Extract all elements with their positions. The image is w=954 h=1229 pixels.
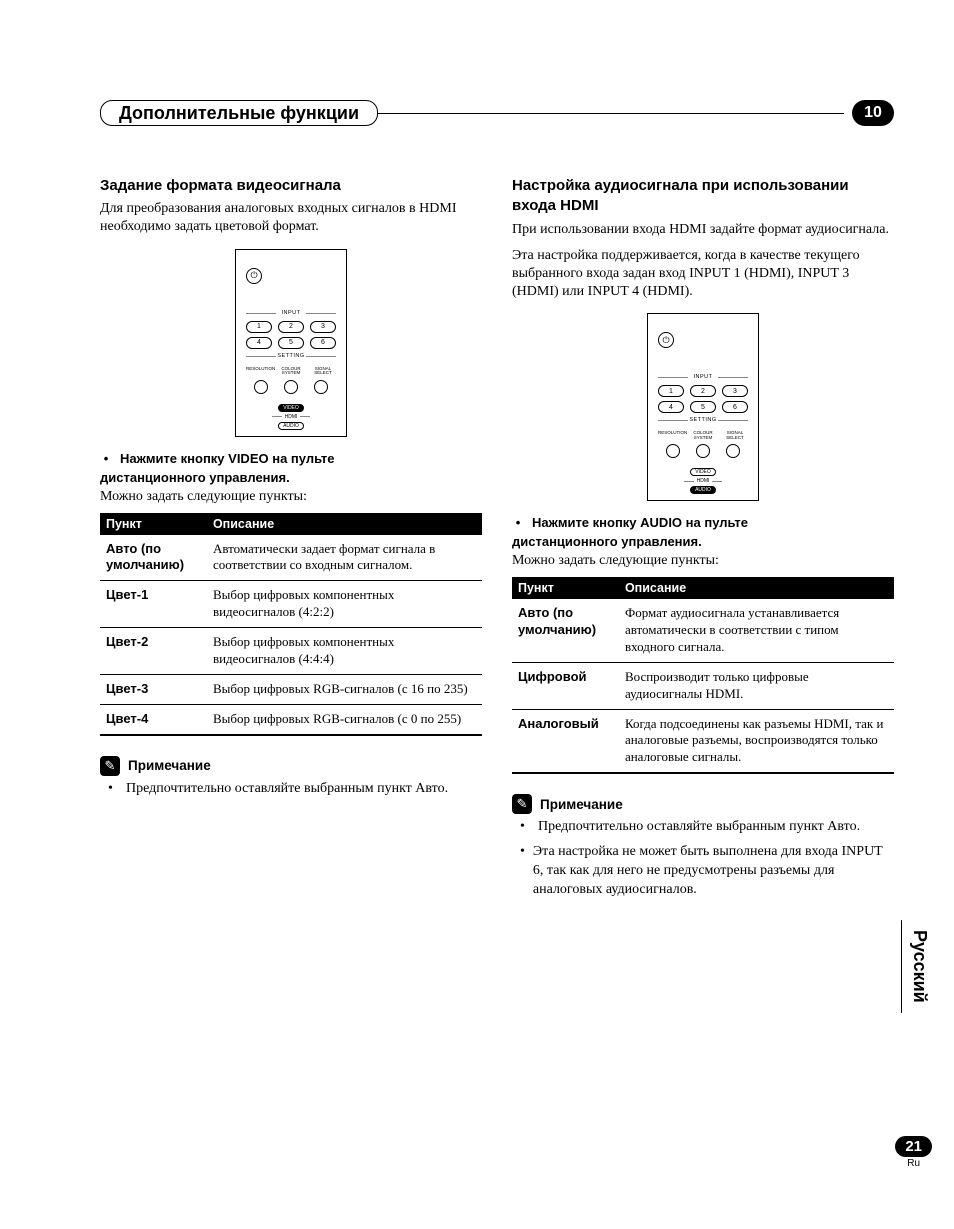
remote-input-2: 2 — [278, 321, 304, 333]
chapter-line — [372, 113, 844, 114]
left-th-1: Описание — [207, 513, 482, 535]
resolution-button — [254, 380, 268, 394]
right-table: Пункт Описание Авто (по умолчанию)Формат… — [512, 577, 894, 774]
chapter-title: Дополнительные функции — [100, 100, 378, 126]
left-th-0: Пункт — [100, 513, 207, 535]
remote-input-5: 5 — [278, 337, 304, 349]
signal-select-button — [314, 380, 328, 394]
page-lang-short: Ru — [895, 1158, 932, 1169]
remote-illustration-right: ⏻ INPUT 1 2 3 4 5 6 SETTING RESOLUTION — [512, 313, 894, 501]
chapter-number-badge: 10 — [852, 100, 894, 126]
table-row: АналоговыйКогда подсоединены как разъемы… — [512, 709, 894, 773]
signal-select-label: SIGNAL SELECT — [722, 431, 748, 440]
hdmi-audio-cap: AUDIO — [690, 486, 716, 494]
right-intro2: Эта настройка поддерживается, когда в ка… — [512, 247, 894, 302]
remote-input-4: 4 — [658, 401, 684, 413]
left-intro: Для преобразования аналоговых входных си… — [100, 200, 482, 236]
remote-input-6: 6 — [722, 401, 748, 413]
remote-input-3: 3 — [310, 321, 336, 333]
note-icon: ✎ — [512, 794, 532, 814]
left-note-title: Примечание — [128, 758, 211, 773]
right-step-line1: • Нажмите кнопку AUDIO на пульте — [512, 515, 894, 532]
setting-group-label: SETTING — [246, 353, 336, 361]
table-row: ЦифровойВоспроизводит только цифровые ау… — [512, 662, 894, 709]
power-icon: ⏻ — [246, 268, 262, 284]
table-row: Цвет-1Выбор цифровых компонентных видеос… — [100, 581, 482, 628]
hdmi-video-cap: VIDEO — [690, 468, 716, 476]
right-avail: Можно задать следующие пункты: — [512, 553, 894, 569]
right-heading: Настройка аудиосигнала при использовании… — [512, 176, 894, 217]
right-note-2: • Эта настройка не может быть выполнена … — [520, 843, 894, 900]
table-row: Авто (по умолчанию)Автоматически задает … — [100, 535, 482, 581]
resolution-button — [666, 444, 680, 458]
left-avail: Можно задать следующие пункты: — [100, 489, 482, 505]
bullet-dot: • — [520, 843, 525, 900]
colour-system-button — [696, 444, 710, 458]
bullet-dot: • — [512, 515, 524, 532]
power-icon: ⏻ — [658, 332, 674, 348]
setting-group-label: SETTING — [658, 417, 748, 425]
right-column: Настройка аудиосигнала при использовании… — [512, 176, 894, 906]
hdmi-audio-cap: AUDIO — [278, 422, 304, 430]
signal-select-button — [726, 444, 740, 458]
page-footer: 21 Ru — [895, 1136, 932, 1169]
input-group-label: INPUT — [246, 310, 336, 318]
table-row: Цвет-3Выбор цифровых RGB-сигналов (с 16 … — [100, 674, 482, 704]
colour-system-button — [284, 380, 298, 394]
left-step-text1: Нажмите кнопку VIDEO на пульте — [120, 451, 335, 468]
input-group-label: INPUT — [658, 374, 748, 382]
hdmi-mid-label: HDMI — [272, 414, 311, 420]
right-step-text1: Нажмите кнопку AUDIO на пульте — [532, 515, 748, 532]
hdmi-video-cap: VIDEO — [278, 404, 304, 412]
resolution-label: RESOLUTION — [658, 431, 684, 440]
right-note-1: • Предпочтительно оставляйте выбранным п… — [520, 818, 894, 837]
colour-system-label: COLOUR SYSTEM — [690, 431, 716, 440]
left-note-1: • Предпочтительно оставляйте выбранным п… — [108, 780, 482, 799]
bullet-dot: • — [100, 451, 112, 468]
resolution-label: RESOLUTION — [246, 367, 272, 376]
signal-select-label: SIGNAL SELECT — [310, 367, 336, 376]
right-intro1: При использовании входа HDMI задайте фор… — [512, 221, 894, 239]
chapter-bar: Дополнительные функции 10 — [100, 100, 894, 126]
bullet-dot: • — [108, 780, 118, 799]
right-step-line2: дистанционного управления. — [512, 534, 894, 549]
right-note-head: ✎ Примечание — [512, 794, 894, 814]
right-th-0: Пункт — [512, 577, 619, 599]
remote-input-2: 2 — [690, 385, 716, 397]
left-heading: Задание формата видеосигнала — [100, 176, 482, 196]
left-note-head: ✎ Примечание — [100, 756, 482, 776]
remote-input-3: 3 — [722, 385, 748, 397]
remote-input-4: 4 — [246, 337, 272, 349]
hdmi-mid-label: HDMI — [684, 478, 723, 484]
remote-illustration-left: ⏻ INPUT 1 2 3 4 5 6 SETTING RESOLUTION — [100, 249, 482, 437]
colour-system-label: COLOUR SYSTEM — [278, 367, 304, 376]
bullet-dot: • — [520, 818, 530, 837]
left-table: Пункт Описание Авто (по умолчанию)Автома… — [100, 513, 482, 736]
note-icon: ✎ — [100, 756, 120, 776]
right-th-1: Описание — [619, 577, 894, 599]
right-note-title: Примечание — [540, 797, 623, 812]
language-side-tab: Русский — [909, 930, 930, 1003]
left-step-line1: • Нажмите кнопку VIDEO на пульте — [100, 451, 482, 468]
left-column: Задание формата видеосигнала Для преобра… — [100, 176, 482, 906]
table-row: Авто (по умолчанию)Формат аудиосигнала у… — [512, 599, 894, 662]
remote-input-6: 6 — [310, 337, 336, 349]
left-step-line2: дистанционного управления. — [100, 470, 482, 485]
table-row: Цвет-2Выбор цифровых компонентных видеос… — [100, 628, 482, 675]
table-row: Цвет-4Выбор цифровых RGB-сигналов (с 0 п… — [100, 704, 482, 734]
remote-input-1: 1 — [658, 385, 684, 397]
remote-input-1: 1 — [246, 321, 272, 333]
remote-input-5: 5 — [690, 401, 716, 413]
page-number-badge: 21 — [895, 1136, 932, 1157]
